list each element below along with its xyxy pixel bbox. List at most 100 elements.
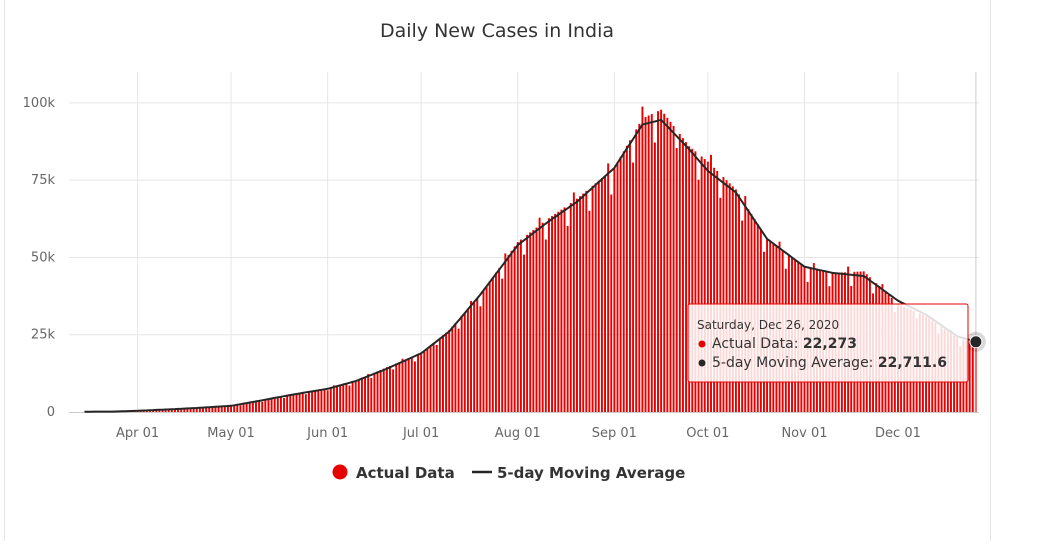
- bar: [317, 389, 320, 412]
- bar: [364, 376, 367, 412]
- bar: [426, 348, 429, 412]
- bar: [607, 163, 610, 412]
- bar: [535, 227, 538, 412]
- bar: [710, 154, 712, 412]
- bar: [622, 151, 625, 413]
- bar: [638, 123, 641, 413]
- bar: [342, 384, 345, 412]
- bar: [722, 177, 725, 412]
- bar: [208, 407, 211, 412]
- bar: [314, 390, 317, 412]
- bar: [83, 411, 86, 413]
- bar: [251, 402, 254, 412]
- y-tick-label: 100k: [23, 96, 56, 111]
- x-tick-label: Jul 01: [402, 426, 439, 441]
- legend-item-moving-average[interactable]: 5-day Moving Average: [472, 464, 685, 482]
- tooltip-row-average: 5-day Moving Average: 22,711.6: [698, 355, 947, 371]
- moving-average-line: [84, 118, 977, 413]
- bar: [413, 361, 416, 412]
- bar: [563, 207, 566, 412]
- bar: [158, 409, 161, 412]
- bar: [167, 409, 170, 412]
- chart-title: Daily New Cases in India: [380, 20, 614, 42]
- bar: [214, 406, 217, 412]
- bar: [438, 337, 441, 412]
- bar: [226, 406, 229, 412]
- bar: [289, 395, 292, 412]
- bar: [429, 345, 432, 412]
- x-axis-labels: Apr 01 May 01 Jun 01 Jul 01 Aug 01 Sep 01 Oct …: [116, 426, 921, 441]
- y-tick-label: 75k: [31, 173, 56, 188]
- bar: [491, 277, 494, 412]
- bar: [311, 390, 314, 412]
- bar: [660, 109, 663, 412]
- bar: [473, 301, 476, 412]
- bar: [261, 401, 264, 412]
- bar: [625, 145, 628, 412]
- bar: [423, 350, 426, 412]
- bar: [451, 326, 454, 412]
- bar: [198, 407, 201, 412]
- bar: [242, 403, 245, 412]
- bar: [398, 362, 401, 412]
- bar: [650, 114, 653, 412]
- bar: [713, 167, 716, 412]
- bar: [554, 213, 557, 412]
- bar: [270, 398, 273, 412]
- bar: [529, 232, 532, 412]
- bar: [569, 203, 572, 412]
- bar: [488, 281, 491, 412]
- bar: [382, 368, 385, 412]
- bar: [442, 335, 444, 412]
- bar: [738, 194, 741, 412]
- bar: [245, 403, 248, 412]
- bar: [273, 398, 276, 412]
- bar: [401, 358, 404, 412]
- hover-point[interactable]: [969, 335, 983, 349]
- tooltip-average-value: 22,711.6: [878, 355, 947, 371]
- bar: [460, 315, 463, 412]
- bar: [681, 138, 684, 412]
- legend-item-actual-data[interactable]: Actual Data: [332, 464, 455, 482]
- bar: [376, 371, 379, 412]
- bar: [669, 121, 672, 412]
- bar: [463, 312, 466, 412]
- tooltip-average-label: 5-day Moving Average:: [712, 355, 878, 371]
- bar: [504, 253, 507, 412]
- bar: [370, 377, 373, 412]
- bar: [666, 117, 669, 412]
- bar: [731, 186, 734, 412]
- bar: [613, 167, 616, 412]
- bar: [357, 379, 360, 412]
- tooltip: Saturday, Dec 26, 2020 Actual Data: 22,2…: [687, 303, 969, 383]
- bar: [332, 385, 335, 412]
- bar: [410, 357, 413, 412]
- bar: [186, 408, 189, 412]
- bar: [367, 374, 370, 412]
- bar: [217, 407, 220, 412]
- bar: [968, 341, 971, 412]
- tooltip-date: Saturday, Dec 26, 2020: [697, 318, 839, 332]
- bar: [307, 391, 310, 412]
- bar: [223, 406, 226, 412]
- bar: [716, 170, 719, 412]
- bar: [180, 408, 183, 412]
- bar: [694, 151, 697, 413]
- bar: [248, 402, 251, 412]
- bar: [255, 401, 257, 412]
- tooltip-actual-value: 22,273: [803, 336, 857, 352]
- bar: [582, 193, 585, 412]
- bar: [585, 191, 588, 412]
- bar: [519, 239, 522, 412]
- bar: [541, 222, 544, 412]
- x-tick-label: Apr 01: [116, 426, 159, 441]
- bar: [351, 381, 354, 412]
- bar: [360, 378, 363, 412]
- bar: [164, 409, 167, 412]
- y-tick-label: 25k: [31, 328, 56, 343]
- bar: [498, 268, 501, 412]
- bar: [192, 408, 195, 412]
- bar: [647, 115, 650, 412]
- bar: [295, 394, 298, 412]
- bar: [173, 409, 176, 412]
